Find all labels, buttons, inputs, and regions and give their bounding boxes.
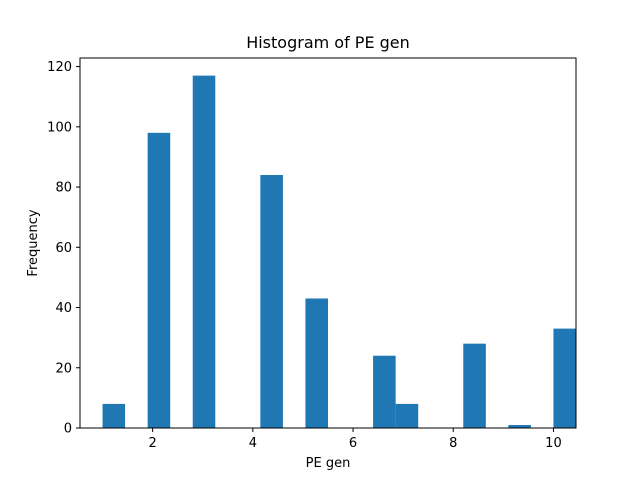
histogram-bar-10 <box>373 355 396 428</box>
histogram-bar-14 <box>463 343 486 428</box>
histogram-bar-7 <box>305 298 328 428</box>
histogram-bar-18 <box>553 328 576 428</box>
x-tick-label: 6 <box>349 436 357 451</box>
y-axis: 0 20 40 60 80 100 120 <box>47 60 80 437</box>
y-tick-label: 100 <box>47 120 72 135</box>
histogram-bar-1 <box>102 403 126 428</box>
histogram-bar-2 <box>147 132 171 428</box>
y-tick-label: 80 <box>55 181 72 196</box>
histogram-bar-16 <box>508 424 531 428</box>
plot-frame <box>79 57 577 429</box>
y-axis-label: Frequency <box>26 209 41 276</box>
y-tick-label: 0 <box>64 422 72 437</box>
x-axis-label: PE gen <box>306 456 351 471</box>
y-tick-label: 40 <box>55 301 72 316</box>
y-tick-label: 60 <box>55 241 72 256</box>
x-tick-label: 8 <box>449 436 457 451</box>
histogram-bar-3 <box>192 75 216 429</box>
histogram-bar-11 <box>395 403 419 428</box>
y-tick-label: 120 <box>47 60 72 75</box>
x-axis: 2 4 6 8 10 <box>149 428 562 451</box>
y-tick-label: 20 <box>55 361 72 376</box>
bars-layer <box>102 75 576 429</box>
chart-title: Histogram of PE gen <box>246 33 410 52</box>
x-tick-label: 2 <box>149 436 157 451</box>
x-tick-label: 4 <box>249 436 257 451</box>
x-tick-label: 10 <box>545 436 562 451</box>
histogram-bar-5 <box>260 175 283 428</box>
